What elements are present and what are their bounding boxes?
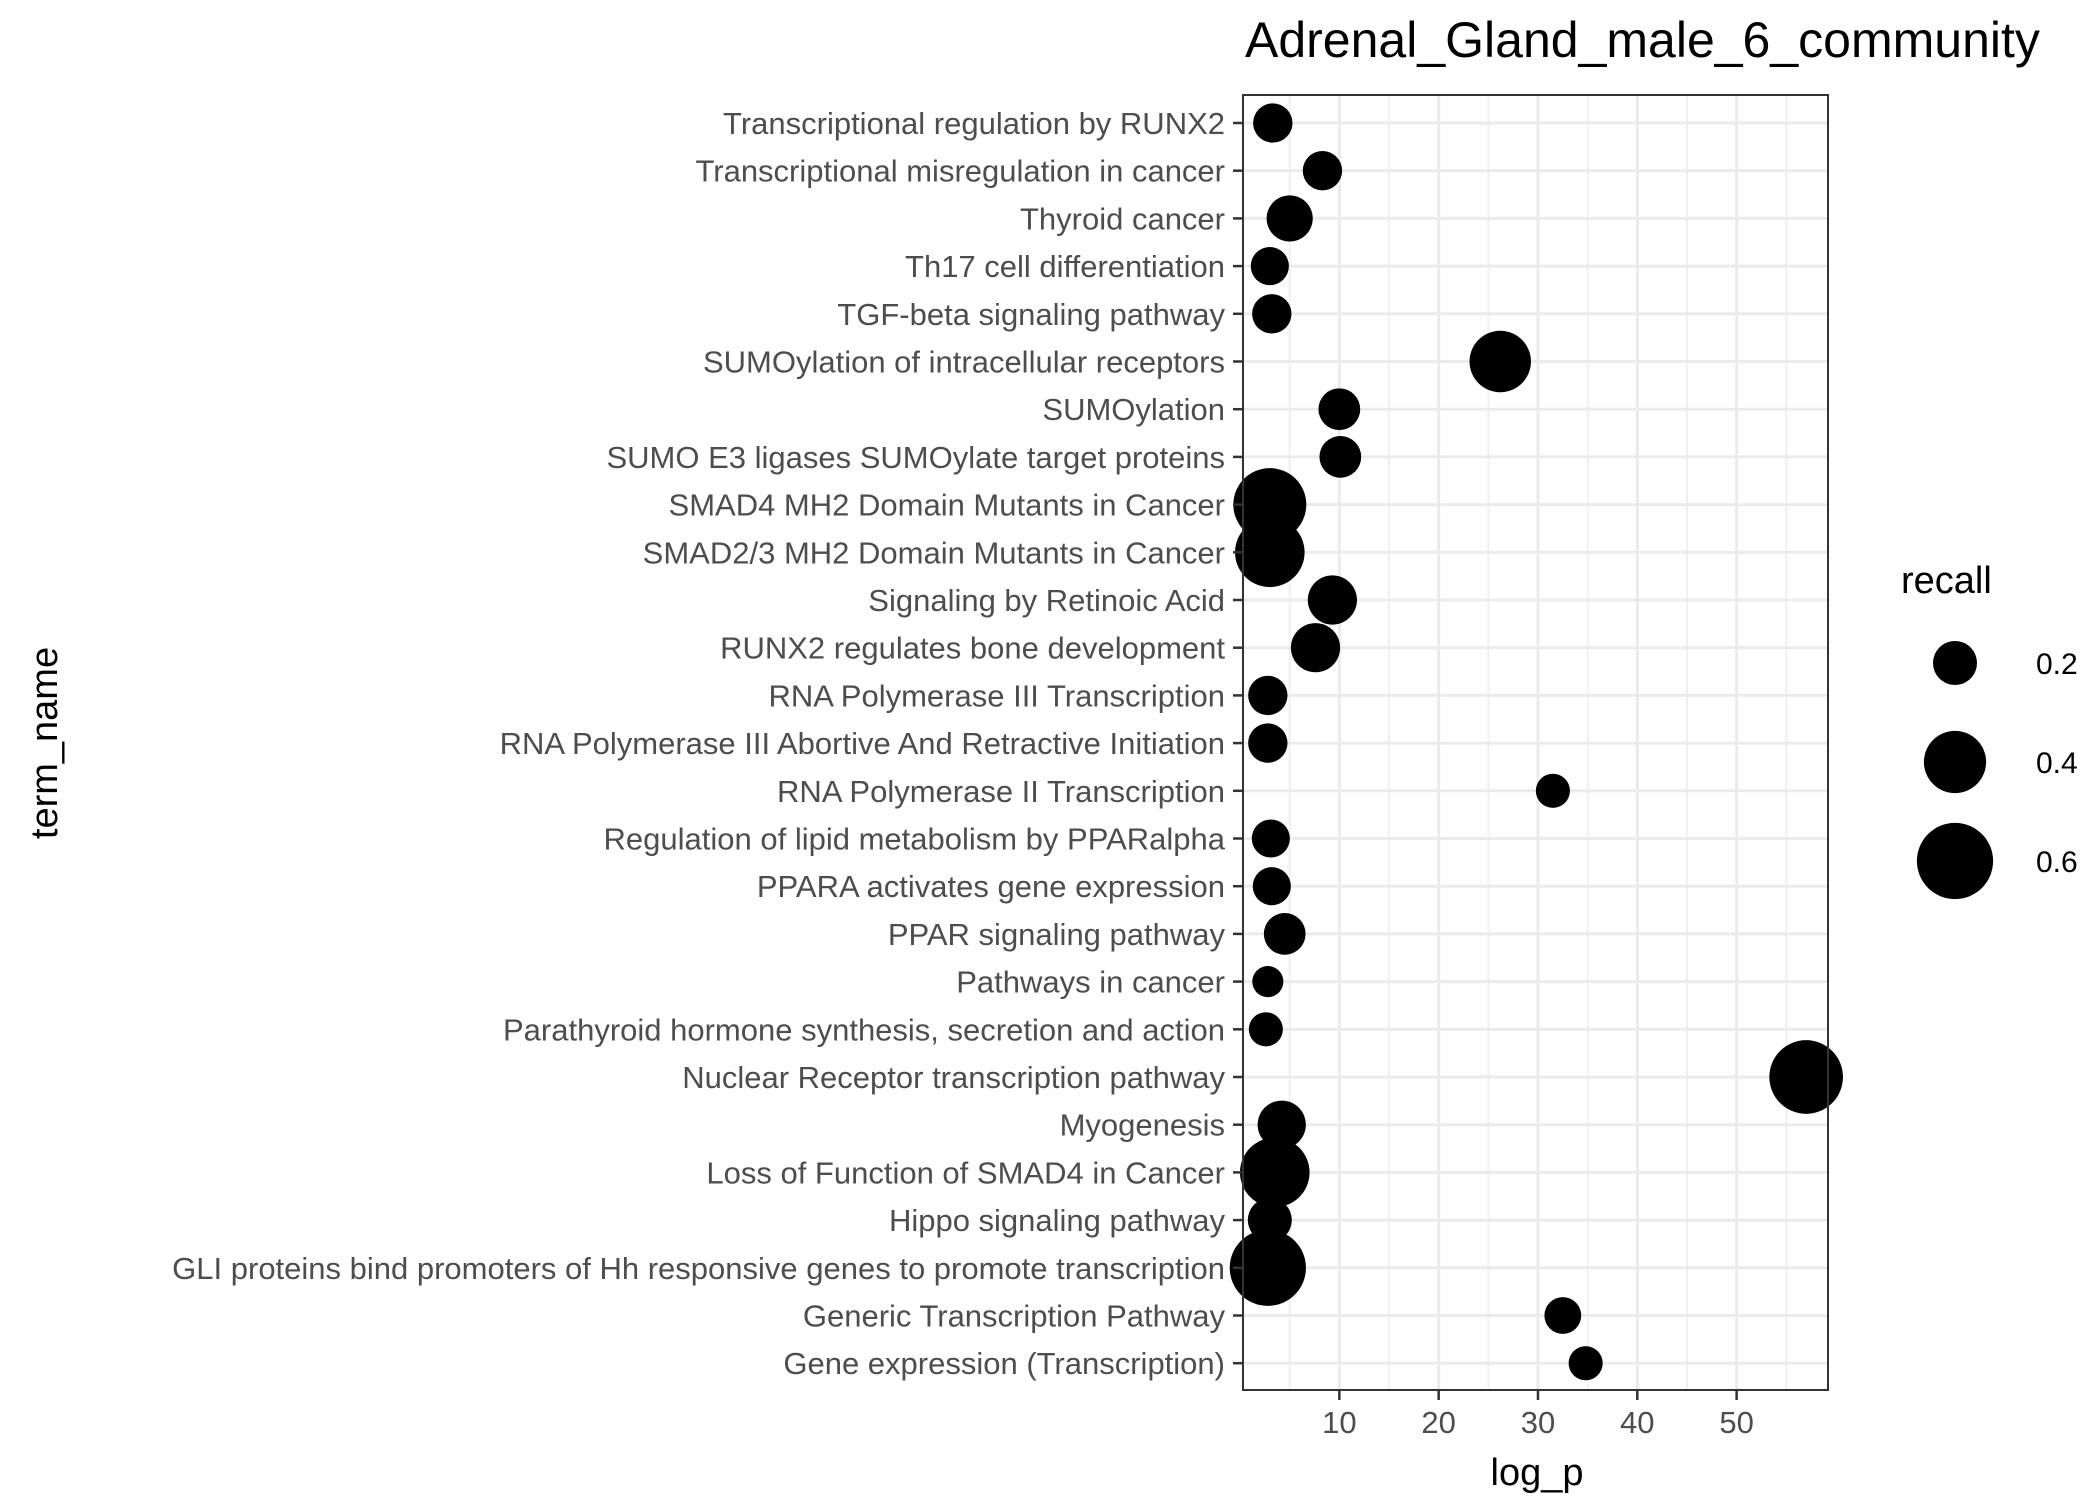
legend-key-label: 0.4 (2036, 747, 2078, 780)
y-tick-label: Thyroid cancer (1020, 201, 1225, 236)
data-point (1235, 517, 1305, 588)
y-tick-label: SUMOylation of intracellular receptors (703, 345, 1225, 380)
y-tick-label: Transcriptional misregulation in cancer (695, 154, 1225, 189)
y-tick-label: RNA Polymerase II Transcription (777, 774, 1225, 809)
y-tick-label: PPAR signaling pathway (888, 917, 1226, 952)
data-point (1252, 966, 1284, 998)
y-tick-label: GLI proteins bind promoters of Hh respon… (172, 1251, 1225, 1286)
y-tick-label: Gene expression (Transcription) (783, 1346, 1225, 1381)
y-tick-label: Myogenesis (1060, 1108, 1225, 1143)
data-point (1248, 675, 1288, 716)
y-axis: Transcriptional regulation by RUNX2 Trans… (172, 106, 1243, 1381)
y-tick-label: Pathways in cancer (956, 965, 1225, 1000)
data-point (1248, 1012, 1283, 1047)
y-tick-label: RUNX2 regulates bone development (720, 631, 1225, 666)
y-tick-label: Parathyroid hormone synthesis, secretion… (503, 1012, 1225, 1047)
y-tick-label: Hippo signaling pathway (889, 1203, 1226, 1238)
y-tick-label: Th17 cell differentiation (905, 249, 1225, 284)
y-tick-label: Transcriptional regulation by RUNX2 (723, 106, 1225, 141)
y-tick-label: Nuclear Receptor transcription pathway (682, 1060, 1225, 1095)
y-tick-label: SUMO E3 ligases SUMOylate target protein… (606, 440, 1225, 475)
y-tick-label: Regulation of lipid metabolism by PPARal… (604, 822, 1226, 857)
y-tick-label: PPARA activates gene expression (757, 869, 1225, 904)
data-point (1252, 867, 1291, 906)
y-tick-label: Loss of Function of SMAD4 in Cancer (706, 1155, 1225, 1190)
y-tick-label: TGF-beta signaling pathway (837, 297, 1225, 332)
legend-key-circle (1923, 730, 1987, 794)
x-axis: 10 20 30 40 50 (1322, 1390, 1754, 1440)
y-tick-label: Generic Transcription Pathway (803, 1299, 1226, 1334)
legend: recall 0.2 0.4 0.6 (1901, 560, 2078, 900)
y-tick-label: SUMOylation (1042, 392, 1225, 427)
data-point (1302, 151, 1343, 191)
y-tick-label: SMAD4 MH2 Domain Mutants in Cancer (669, 488, 1225, 523)
x-tick-label: 10 (1322, 1405, 1356, 1440)
y-tick-label: RNA Polymerase III Abortive And Retracti… (500, 726, 1225, 761)
data-point (1252, 294, 1292, 334)
data-point (1469, 330, 1531, 393)
legend-title: recall (1901, 560, 1992, 602)
data-point (1248, 723, 1288, 763)
data-point (1251, 819, 1290, 858)
data-point (1544, 1297, 1582, 1334)
data-point (1769, 1040, 1843, 1114)
gridlines (1243, 95, 1828, 1390)
y-axis-title: term_name (24, 647, 66, 839)
legend-key-label: 0.6 (2036, 846, 2078, 879)
data-point (1229, 1229, 1306, 1306)
data-point (1290, 623, 1341, 673)
data-point (1253, 103, 1293, 143)
data-point (1535, 773, 1570, 808)
x-tick-label: 30 (1521, 1405, 1555, 1440)
legend-key-label: 0.2 (2036, 648, 2078, 681)
data-point (1239, 1137, 1310, 1208)
legend-key-circle (1916, 822, 1994, 900)
chart-title: Adrenal_Gland_male_6_community (1245, 12, 2040, 68)
data-point (1257, 1100, 1306, 1149)
data-point (1250, 247, 1289, 286)
y-tick-label: RNA Polymerase III Transcription (768, 678, 1225, 713)
y-tick-label: SMAD2/3 MH2 Domain Mutants in Cancer (643, 535, 1225, 570)
x-tick-label: 50 (1719, 1405, 1753, 1440)
x-tick-label: 20 (1421, 1405, 1455, 1440)
data-point (1266, 195, 1313, 242)
legend-key-circle (1933, 641, 1977, 685)
data-points (1229, 103, 1843, 1381)
y-tick-label: Signaling by Retinoic Acid (868, 583, 1225, 618)
x-tick-label: 40 (1620, 1405, 1654, 1440)
data-point (1263, 913, 1306, 955)
data-point (1318, 388, 1361, 431)
x-axis-title: log_p (1491, 1452, 1584, 1494)
data-point (1568, 1346, 1603, 1381)
data-point (1307, 575, 1357, 625)
data-point (1319, 436, 1362, 478)
